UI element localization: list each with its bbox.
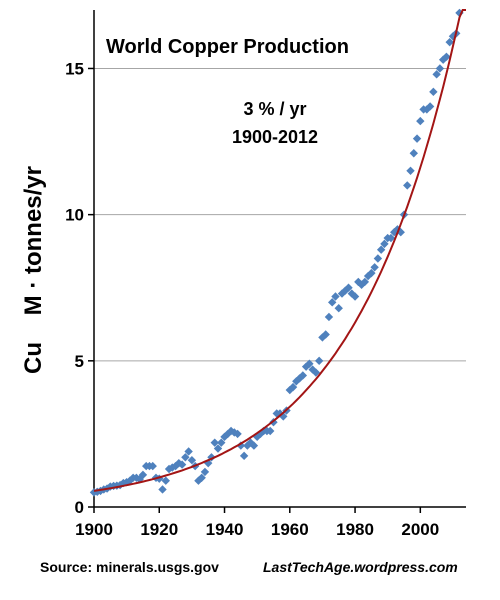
y-tick-label-5: 5 — [75, 352, 84, 371]
data-point-1987 — [373, 254, 383, 263]
data-point-1915 — [138, 470, 148, 480]
year-range-annotation: 1900-2012 — [232, 127, 318, 147]
y-tick-labels: 0 5 10 15 — [65, 59, 84, 517]
axes — [93, 10, 466, 508]
data-point-1972 — [324, 312, 334, 322]
x-tick-label-2000: 2000 — [401, 520, 439, 539]
data-point-1938 — [213, 444, 223, 453]
data-point-1966 — [305, 359, 314, 368]
data-point-2000 — [416, 116, 425, 126]
chart-title: World Copper Production — [106, 36, 349, 58]
data-point-2005 — [432, 70, 441, 79]
data-point-1994 — [396, 227, 405, 237]
x-tick-label-1980: 1980 — [336, 520, 374, 539]
data-point-1949 — [249, 441, 259, 450]
source-credit: Source: minerals.usgs.gov — [40, 559, 219, 575]
data-point-1999 — [412, 134, 422, 143]
x-tick-label-1960: 1960 — [271, 520, 309, 539]
data-point-1974 — [331, 292, 340, 301]
data-point-1978 — [344, 283, 353, 292]
data-point-1971 — [321, 330, 330, 339]
data-point-1969 — [314, 356, 324, 366]
data-point-1944 — [233, 429, 242, 439]
y-tick-label-10: 10 — [65, 206, 84, 225]
data-point-1986 — [370, 263, 379, 272]
data-point-1998 — [409, 149, 418, 158]
data-point-1968 — [311, 368, 321, 377]
y-tick-marks — [88, 67, 94, 508]
data-point-1991 — [386, 233, 396, 243]
y-tick-label-0: 0 — [75, 498, 84, 517]
data-point-1925 — [171, 461, 180, 471]
data-point-1975 — [334, 304, 343, 313]
x-tick-label-1920: 1920 — [140, 520, 178, 539]
data-point-1983 — [360, 277, 370, 287]
data-point-1954 — [266, 426, 275, 436]
data-point-1939 — [217, 438, 226, 447]
data-point-1934 — [200, 467, 210, 477]
data-point-2002 — [422, 105, 432, 114]
data-point-1921 — [158, 485, 167, 494]
data-point-1985 — [367, 268, 376, 278]
data-point-1933 — [197, 473, 206, 482]
data-point-1922 — [161, 476, 170, 485]
data-point-1929 — [184, 447, 193, 456]
data-point-2004 — [429, 87, 438, 97]
data-point-1946 — [239, 451, 249, 461]
plot-background — [94, 10, 466, 507]
exponential-trend-line — [93, 9, 466, 492]
y-axis-label: Cu M · tonnes/yr — [20, 166, 47, 374]
data-point-2010 — [448, 32, 458, 41]
data-point-1988 — [376, 245, 386, 254]
data-point-1937 — [210, 438, 219, 447]
data-point-2006 — [435, 64, 445, 73]
data-point-1989 — [380, 239, 389, 249]
x-tick-marks — [93, 507, 422, 513]
data-point-1928 — [181, 453, 190, 462]
data-point-1918 — [148, 461, 157, 471]
blog-credit: LastTechAge.wordpress.com — [263, 559, 458, 575]
data-point-1996 — [403, 181, 412, 190]
x-tick-label-1940: 1940 — [206, 520, 244, 539]
data-point-1945 — [236, 441, 246, 450]
data-point-1961 — [288, 382, 298, 392]
data-point-1997 — [406, 166, 415, 175]
data-point-2009 — [445, 37, 454, 47]
data-point-1927 — [177, 460, 187, 469]
data-point-1973 — [328, 298, 337, 307]
data-point-1964 — [298, 371, 308, 380]
y-tick-label-15: 15 — [65, 59, 84, 78]
data-point-2003 — [425, 102, 435, 111]
data-point-1980 — [350, 292, 360, 301]
data-point-1930 — [187, 456, 197, 465]
data-point-1902 — [96, 486, 105, 496]
data-point-2008 — [442, 52, 451, 61]
growth-rate-annotation: 3 % / yr — [243, 99, 306, 119]
x-tick-labels: 1900 1920 1940 1960 1980 2000 — [75, 520, 439, 539]
data-point-1932 — [194, 476, 203, 485]
x-tick-label-1900: 1900 — [75, 520, 113, 539]
